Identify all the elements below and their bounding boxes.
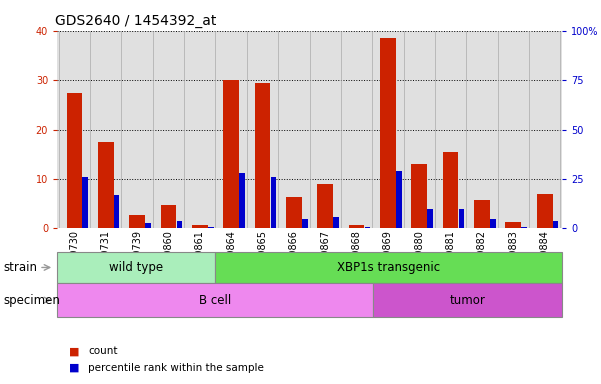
Text: strain: strain	[3, 261, 37, 274]
Text: wild type: wild type	[109, 261, 163, 274]
Bar	[537, 194, 552, 228]
Bar	[129, 215, 145, 228]
Bar	[349, 225, 364, 228]
Bar	[114, 195, 120, 228]
Bar	[412, 164, 427, 228]
Bar	[192, 225, 207, 228]
Bar	[553, 220, 558, 228]
Bar	[82, 177, 88, 228]
Bar	[286, 197, 302, 228]
Bar	[317, 184, 333, 228]
Bar	[365, 227, 370, 228]
Bar	[270, 177, 276, 228]
Bar	[98, 142, 114, 228]
Bar	[459, 209, 465, 228]
Bar	[380, 38, 395, 228]
Text: B cell: B cell	[199, 294, 231, 306]
Bar	[505, 222, 521, 228]
Bar	[67, 93, 82, 228]
Bar	[443, 152, 459, 228]
Text: tumor: tumor	[450, 294, 485, 306]
Bar	[177, 220, 182, 228]
Text: percentile rank within the sample: percentile rank within the sample	[88, 363, 264, 373]
Text: XBP1s transgenic: XBP1s transgenic	[337, 261, 440, 274]
Bar	[224, 80, 239, 228]
Text: ■: ■	[69, 346, 79, 356]
Bar	[522, 227, 527, 228]
Bar	[427, 209, 433, 228]
Bar	[145, 223, 151, 228]
Text: count: count	[88, 346, 118, 356]
Bar	[239, 173, 245, 228]
Bar	[255, 83, 270, 228]
Bar	[160, 205, 176, 228]
Bar	[474, 200, 490, 228]
Bar	[334, 217, 339, 228]
Bar	[396, 171, 401, 228]
Bar	[490, 218, 496, 228]
Bar	[302, 218, 308, 228]
Text: GDS2640 / 1454392_at: GDS2640 / 1454392_at	[55, 14, 216, 28]
Text: specimen: specimen	[3, 294, 60, 306]
Text: ■: ■	[69, 363, 79, 373]
Bar	[208, 227, 213, 228]
